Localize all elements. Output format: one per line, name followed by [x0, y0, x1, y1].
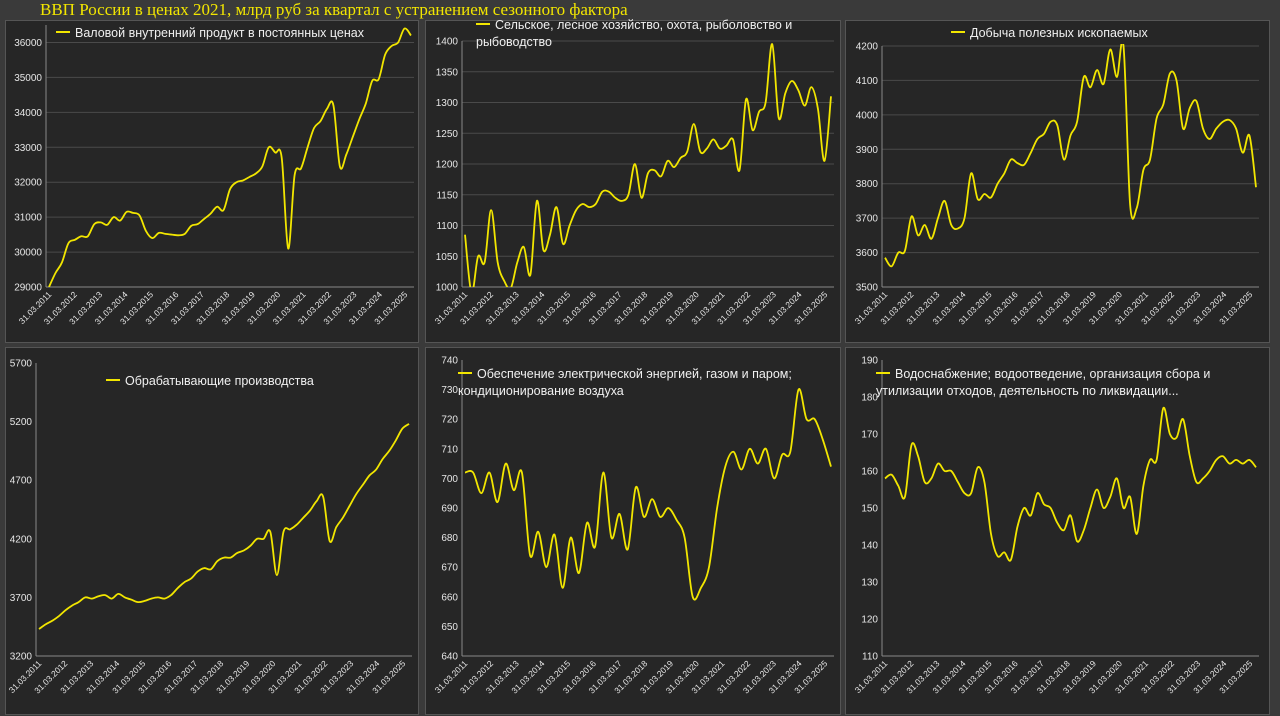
chart-legend: Валовой внутренний продукт в постоянных … [56, 25, 396, 42]
chart-svg-5: 64065066067068069070071072073074031.03.2… [433, 356, 834, 695]
y-tick-label: 640 [441, 652, 458, 663]
y-tick-label: 160 [861, 467, 878, 478]
y-tick-label: 4200 [856, 42, 879, 53]
legend-swatch [951, 30, 965, 33]
y-tick-label: 1350 [436, 67, 459, 78]
y-tick-label: 730 [441, 385, 458, 396]
chart-panel-4: 3200 3700 4200 4700 5200 5700 31.03.2011 31.03.… [5, 347, 419, 715]
y-tick-label: 130 [861, 578, 878, 589]
chart-svg-4: 32003700420047005200570031.03.201131.03.… [7, 359, 412, 695]
y-tick-label: 31000 [14, 213, 42, 224]
legend-swatch [106, 378, 120, 381]
series-line [884, 44, 1257, 268]
legend-label: Обеспечение электрической энергией, газо… [458, 367, 792, 398]
y-tick-label: 1000 [436, 283, 459, 294]
y-tick-label: 3500 [856, 283, 879, 294]
chart-panel-5: 640 650 660 670 680 690 700 710 720 730 740 31.03.2… [425, 347, 841, 715]
y-tick-label: 4200 [10, 534, 33, 545]
y-tick-label: 1100 [436, 221, 458, 232]
series-line [884, 406, 1257, 562]
y-tick-label: 3800 [856, 179, 879, 190]
legend-label: Обрабатывающие производства [125, 374, 314, 388]
y-tick-label: 35000 [14, 73, 42, 84]
y-tick-label: 34000 [14, 108, 42, 119]
y-tick-label: 1400 [436, 37, 459, 48]
y-tick-label: 3900 [856, 145, 879, 156]
y-tick-label: 4000 [856, 110, 879, 121]
y-tick-label: 170 [861, 430, 878, 441]
y-tick-label: 720 [441, 415, 458, 426]
y-tick-label: 140 [861, 541, 878, 552]
y-tick-label: 740 [441, 356, 458, 367]
chart-legend: Обеспечение электрической энергией, газо… [458, 366, 818, 400]
legend-swatch [56, 30, 70, 33]
chart-svg-2: 10001050110011501200125013001350140031.0… [433, 37, 834, 326]
y-tick-label: 1250 [436, 129, 459, 140]
legend-swatch [458, 371, 472, 374]
y-tick-label: 150 [861, 504, 878, 515]
y-tick-label: 110 [862, 652, 878, 663]
y-tick-label: 1200 [436, 160, 459, 171]
chart-panel-6: 110 120 130 140 150 160 170 180 190 31.03.2011 31.… [845, 347, 1270, 715]
y-tick-label: 190 [861, 356, 878, 367]
chart-panel-2: 1000 1050 1100 1150 1200 1250 1300 1350 1400 31.0… [425, 17, 841, 343]
y-tick-label: 3700 [856, 214, 879, 225]
legend-label: Валовой внутренний продукт в постоянных … [75, 26, 364, 40]
y-tick-label: 30000 [14, 248, 42, 259]
y-tick-label: 32000 [14, 178, 42, 189]
y-tick-label: 670 [441, 563, 458, 574]
chart-panel-3: 3500 3600 3700 3800 3900 4000 4100 4200 31.03.20… [845, 20, 1270, 343]
y-tick-label: 180 [861, 393, 878, 404]
y-tick-label: 680 [441, 533, 458, 544]
y-tick-label: 4700 [10, 476, 33, 487]
y-tick-label: 710 [441, 444, 458, 455]
legend-swatch [476, 22, 490, 25]
chart-legend: Добыча полезных ископаемых [951, 25, 1211, 42]
y-tick-label: 1050 [436, 252, 459, 263]
chart-svg-1: 29000 30000 31000 32000 33000 34000 35000 36000… [14, 25, 414, 326]
y-tick-label: 33000 [14, 143, 42, 154]
chart-legend: Сельское, лесное хозяйство, охота, рыбол… [476, 17, 816, 51]
y-tick-label: 3700 [10, 593, 33, 604]
y-tick-label: 4100 [856, 76, 879, 87]
y-tick-label: 1300 [436, 98, 459, 109]
y-tick-label: 3200 [10, 652, 33, 663]
y-tick-label: 36000 [14, 38, 42, 49]
legend-swatch [876, 371, 890, 374]
y-tick-label: 660 [441, 592, 458, 603]
page-title: ВВП России в ценах 2021, млрд руб за ква… [40, 0, 628, 19]
y-tick-label: 120 [861, 615, 878, 626]
y-tick-label: 650 [441, 622, 458, 633]
legend-label: Сельское, лесное хозяйство, охота, рыбол… [476, 18, 793, 49]
y-tick-label: 3600 [856, 248, 879, 259]
y-tick-label: 690 [441, 504, 458, 515]
y-tick-label: 5200 [10, 417, 33, 428]
y-tick-label: 1150 [436, 190, 458, 201]
legend-label: Водоснабжение; водоотведение, организаци… [876, 367, 1211, 398]
y-tick-label: 5700 [10, 359, 33, 370]
chart-svg-3: 3500360037003800390040004100420031.03.20… [853, 42, 1259, 326]
chart-legend: Водоснабжение; водоотведение, организаци… [876, 366, 1256, 400]
chart-svg-6: 11012013014015016017018019031.03.201131.… [853, 356, 1259, 695]
series-line [48, 27, 412, 287]
chart-legend: Обрабатывающие производства [106, 373, 386, 390]
series-line [38, 423, 410, 630]
y-tick-label: 700 [441, 474, 458, 485]
y-tick-label: 29000 [14, 283, 42, 294]
legend-label: Добыча полезных ископаемых [970, 26, 1148, 40]
series-line [464, 388, 832, 601]
series-line [464, 43, 832, 287]
chart-panel-1: 29000 30000 31000 32000 33000 34000 35000 36000… [5, 20, 419, 343]
